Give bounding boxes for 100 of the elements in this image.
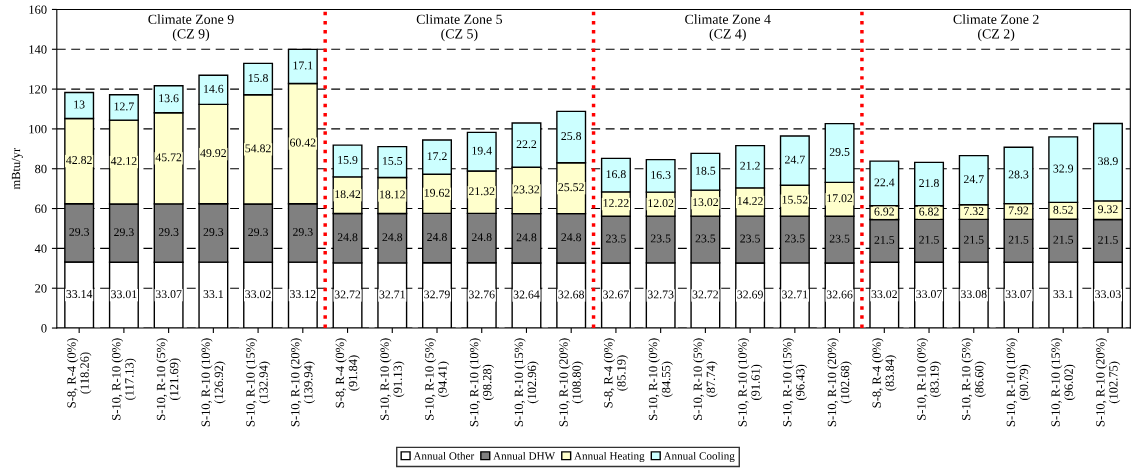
y-tick-label: 120 xyxy=(29,85,47,94)
data-label: 24.8 xyxy=(516,233,537,242)
data-label: 33.1 xyxy=(203,290,223,299)
data-label: 12.7 xyxy=(114,102,134,111)
data-label: 23.5 xyxy=(740,234,760,243)
data-label: 29.3 xyxy=(248,228,268,237)
data-label: 32.9 xyxy=(1053,164,1074,173)
data-label: 33.08 xyxy=(961,290,987,299)
x-tick-label: S-10, R-10 (15%) (96.02) xyxy=(1051,338,1076,427)
data-label: 42.82 xyxy=(66,156,92,165)
data-label: 12.22 xyxy=(603,199,629,208)
data-label: 45.72 xyxy=(155,153,182,162)
data-label: 38.9 xyxy=(1098,157,1118,166)
data-label: 23.5 xyxy=(829,234,850,243)
data-label: 6.92 xyxy=(874,207,894,216)
data-label: 15.9 xyxy=(338,156,358,164)
data-label: 23.5 xyxy=(785,234,805,243)
legend-label: Annual Other xyxy=(413,451,475,460)
data-label: 21.5 xyxy=(1008,235,1029,244)
data-label: 13 xyxy=(74,100,85,109)
data-label: 15.5 xyxy=(382,157,403,166)
x-tick-label: S-8, R-4 (0%) (91.84) xyxy=(335,338,360,408)
data-label: 24.8 xyxy=(427,233,447,242)
data-label: 33.1 xyxy=(1053,290,1073,299)
data-label: 54.82 xyxy=(245,144,271,153)
data-label: 33.07 xyxy=(155,290,182,299)
data-label: 18.5 xyxy=(696,166,716,175)
annotation: Climate Zone 9 (CZ 9) xyxy=(148,14,234,42)
data-label: 33.07 xyxy=(916,290,942,299)
annotation: Climate Zone 2 (CZ 2) xyxy=(953,14,1039,42)
data-label: 7.32 xyxy=(964,207,984,216)
data-label: 32.72 xyxy=(334,290,361,299)
x-tick-label: S-10, R-10 (10%) (90.79) xyxy=(1006,338,1031,427)
data-label: 32.76 xyxy=(469,290,495,299)
data-label: 29.3 xyxy=(69,227,90,236)
data-label: 23.5 xyxy=(606,234,626,243)
data-label: 32.73 xyxy=(647,290,674,299)
data-label: 32.66 xyxy=(826,290,853,299)
y-tick-label: 0 xyxy=(41,324,47,333)
data-label: 24.8 xyxy=(561,233,582,242)
data-label: 32.68 xyxy=(558,290,585,299)
data-label: 32.64 xyxy=(513,290,540,299)
x-tick-label: S-10, R-10 (0%) (84.55) xyxy=(648,338,673,420)
data-label: 23.32 xyxy=(513,185,540,194)
data-label: 22.4 xyxy=(874,178,895,187)
x-tick-label: S-10, R-10 (5%) (121.69) xyxy=(156,338,181,420)
data-label: 32.71 xyxy=(379,290,405,299)
data-label: 21.32 xyxy=(468,187,495,196)
x-tick-label: S-10, R-10 (20%) (139.94) xyxy=(290,338,316,427)
x-tick-label: S-10, R-10 (10%) (98.28) xyxy=(469,338,494,427)
x-tick-label: S-10, R-10 (15%) (102.96) xyxy=(514,338,539,427)
data-label: 33.02 xyxy=(871,290,897,299)
data-label: 18.42 xyxy=(335,190,361,199)
data-label: 9.32 xyxy=(1098,205,1118,214)
data-label: 17.1 xyxy=(293,61,313,70)
data-label: 7.92 xyxy=(1008,206,1029,215)
x-tick-label: S-10, R-10 (10%) (91.61) xyxy=(737,338,763,427)
data-label: 32.79 xyxy=(424,290,450,299)
x-tick-label: S-10, R-10 (20%) (102.68) xyxy=(827,338,852,427)
data-label: 32.69 xyxy=(737,290,763,299)
data-label: 22.2 xyxy=(516,140,537,149)
data-label: 33.12 xyxy=(290,290,316,299)
data-label: 14.6 xyxy=(204,84,224,93)
data-label: 17.2 xyxy=(427,152,447,161)
data-label: 16.8 xyxy=(606,170,626,179)
data-label: 60.42 xyxy=(290,138,316,147)
legend-label: Annual Heating xyxy=(574,451,645,462)
data-label: 21.8 xyxy=(919,179,939,188)
y-tick-label: 80 xyxy=(35,164,47,174)
data-label: 29.5 xyxy=(829,147,850,156)
data-label: 25.52 xyxy=(558,183,584,192)
y-tick-label: 140 xyxy=(29,45,47,54)
y-tick-label: 60 xyxy=(35,204,47,214)
y-tick-label: 20 xyxy=(35,284,47,293)
data-label: 33.02 xyxy=(245,290,271,299)
x-tick-label: S-8, R-4 (0%) (118.26) xyxy=(66,338,92,408)
data-label: 15.52 xyxy=(782,195,808,204)
data-label: 29.3 xyxy=(114,228,134,237)
data-label: 21.5 xyxy=(963,235,984,244)
y-tick-label: 100 xyxy=(29,124,47,134)
data-label: 29.3 xyxy=(293,227,313,236)
data-label: 23.5 xyxy=(695,234,716,243)
x-tick-label: S-10, R-10 (5%) (87.74) xyxy=(693,338,718,420)
data-label: 21.5 xyxy=(1098,235,1118,244)
x-tick-label: S-10, R-10 (20%) (108.80) xyxy=(558,338,584,427)
data-label: 21.5 xyxy=(919,235,939,244)
data-label: 25.8 xyxy=(561,132,582,141)
data-label: 18.12 xyxy=(380,190,405,199)
data-label: 16.3 xyxy=(651,170,671,179)
data-label: 13.6 xyxy=(159,94,179,103)
y-tick-label: 40 xyxy=(34,244,47,253)
data-label: 32.71 xyxy=(782,290,808,299)
x-tick-label: S-10, R-10 (5%) (86.60) xyxy=(961,338,986,420)
data-label: 21.5 xyxy=(1053,235,1074,244)
data-label: 33.01 xyxy=(111,290,137,299)
data-label: 24.7 xyxy=(785,155,805,164)
x-tick-label: S-10, R-10 (15%) (96.43) xyxy=(782,338,808,427)
data-label: 42.12 xyxy=(110,157,137,166)
data-label: 32.67 xyxy=(603,290,629,299)
data-label: 21.2 xyxy=(740,161,760,170)
